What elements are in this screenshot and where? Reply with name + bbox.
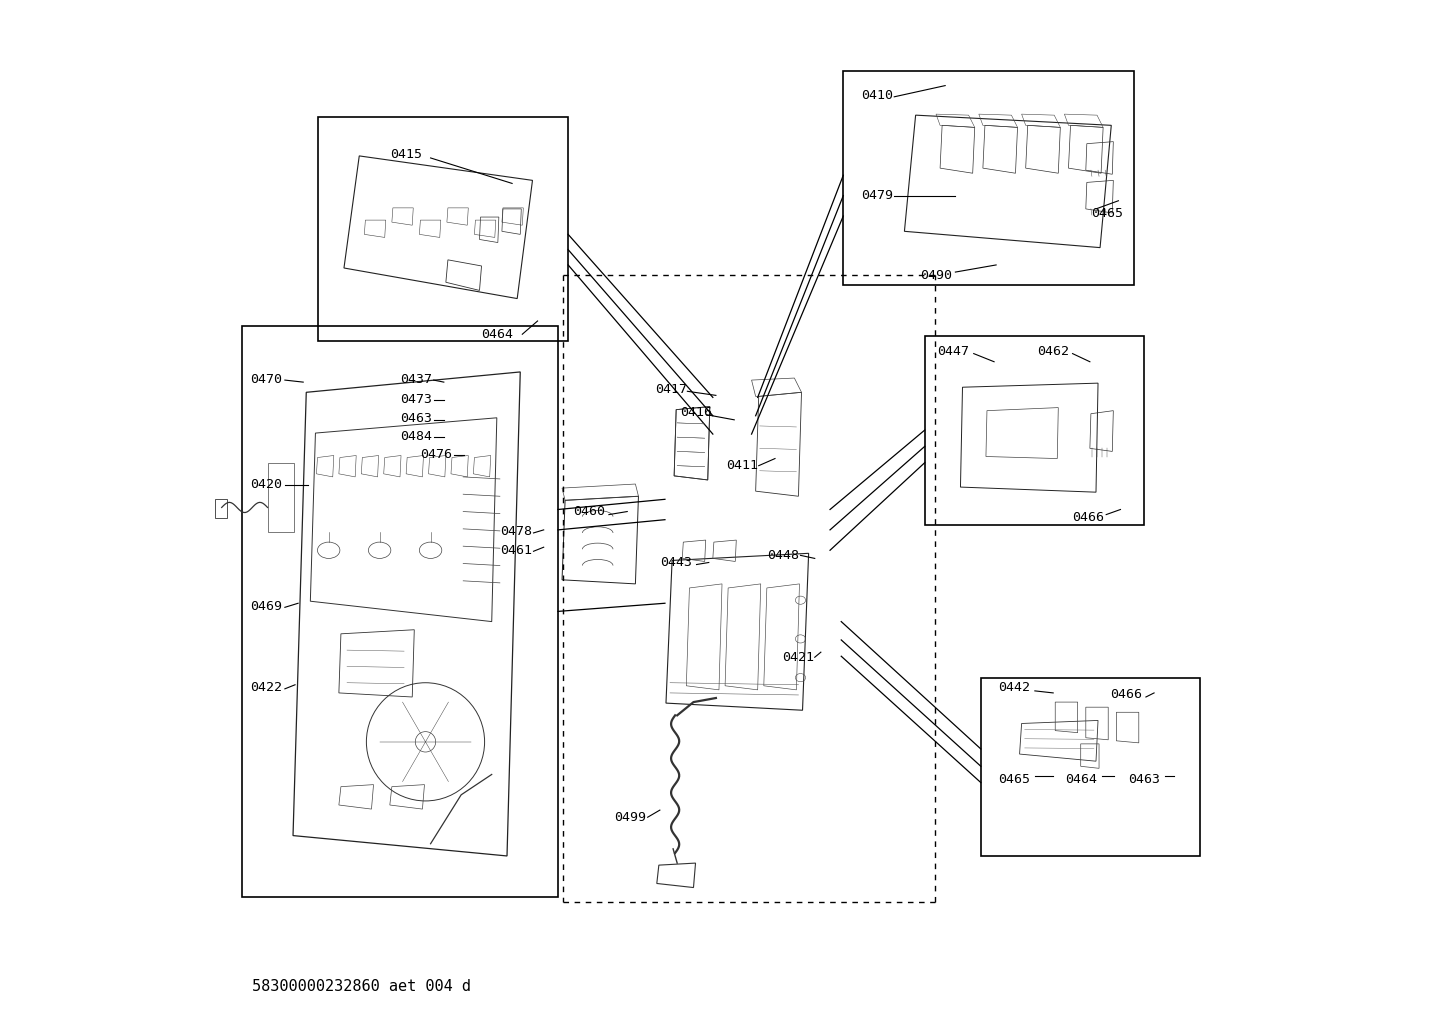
- Text: 0411: 0411: [727, 460, 758, 472]
- Text: 0478: 0478: [500, 526, 532, 538]
- Text: 0448: 0448: [767, 549, 799, 561]
- Text: 0415: 0415: [389, 149, 423, 161]
- Text: 0417: 0417: [655, 383, 686, 395]
- Text: 0464: 0464: [1066, 773, 1097, 786]
- Text: 0465: 0465: [998, 773, 1030, 786]
- Text: 0447: 0447: [937, 345, 969, 358]
- Text: 0465: 0465: [1092, 208, 1123, 220]
- Bar: [215, 499, 226, 518]
- Text: 0484: 0484: [399, 430, 433, 442]
- Text: 0462: 0462: [1037, 345, 1069, 358]
- Text: 0476: 0476: [421, 448, 453, 461]
- Bar: [319, 117, 568, 341]
- Text: 0469: 0469: [251, 600, 283, 612]
- Bar: [924, 336, 1144, 525]
- Text: 0470: 0470: [251, 373, 283, 385]
- Text: 0464: 0464: [482, 328, 513, 340]
- Text: 0422: 0422: [251, 682, 283, 694]
- Text: 0460: 0460: [574, 505, 606, 518]
- Text: 0466: 0466: [1110, 689, 1142, 701]
- Text: 0463: 0463: [1129, 773, 1161, 786]
- Text: 0479: 0479: [862, 190, 894, 202]
- Text: 0443: 0443: [660, 556, 692, 569]
- Text: 0410: 0410: [862, 90, 894, 102]
- Text: 58300000232860 aet 004 d: 58300000232860 aet 004 d: [252, 978, 472, 994]
- Text: 0490: 0490: [920, 269, 952, 281]
- Text: 0499: 0499: [614, 811, 646, 823]
- Text: 0461: 0461: [500, 544, 532, 556]
- Text: 0421: 0421: [782, 651, 815, 663]
- Text: 0420: 0420: [251, 478, 283, 490]
- Text: 0473: 0473: [399, 393, 433, 406]
- Bar: [981, 678, 1200, 856]
- Bar: [844, 71, 1133, 285]
- Text: 0437: 0437: [399, 373, 433, 385]
- Bar: [268, 463, 294, 532]
- Text: 0463: 0463: [399, 413, 433, 425]
- Text: 0416: 0416: [681, 407, 712, 419]
- Text: 0442: 0442: [998, 682, 1030, 694]
- Text: 0466: 0466: [1073, 512, 1105, 524]
- Bar: [242, 326, 558, 897]
